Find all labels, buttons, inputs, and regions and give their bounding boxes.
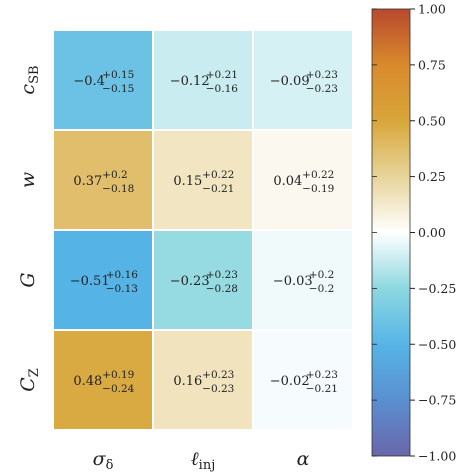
- heatmap-cell: [252, 329, 354, 431]
- column-label: α: [297, 448, 310, 470]
- cell-value: 0.15: [173, 174, 202, 189]
- cell-value: 0.16: [173, 374, 202, 389]
- cell-lower-error: −0.2: [309, 283, 335, 295]
- cell-upper-error: +0.2: [102, 169, 128, 181]
- colorbar-tick-label: 1.00: [418, 2, 446, 17]
- colorbar-tick-label: 0.75: [418, 57, 446, 72]
- cell-lower-error: −0.19: [302, 183, 334, 195]
- cell-value: −0.09: [270, 74, 310, 89]
- colorbar-tick-label: 0.50: [418, 113, 446, 128]
- cell-lower-error: −0.24: [102, 383, 134, 395]
- cell-lower-error: −0.21: [202, 183, 234, 195]
- cell-value: 0.37: [73, 174, 102, 189]
- row-label: w: [17, 172, 39, 188]
- cell-value-label: 0.04 +0.22 −0.19: [273, 169, 334, 195]
- cell-value-label: −0.02+0.23 −0.21: [270, 369, 338, 395]
- cell-value-label: 0.48 +0.19 −0.24: [73, 369, 134, 395]
- cell-value: −0.03: [273, 274, 313, 289]
- cell-value-label: −0.09+0.23 −0.23: [270, 69, 338, 95]
- cell-lower-error: −0.18: [102, 183, 134, 195]
- cell-upper-error: +0.23: [306, 369, 338, 381]
- cell-value-label: −0.03+0.2 −0.2: [273, 269, 335, 295]
- heatmap-cells: [52, 29, 354, 431]
- colorbar: [371, 8, 411, 457]
- cell-value: −0.51: [70, 274, 110, 289]
- heatmap-cell: [252, 129, 354, 231]
- cell-lower-error: −0.23: [306, 83, 338, 95]
- colorbar-tick-label: −1.00: [418, 449, 456, 464]
- cell-upper-error: +0.15: [102, 69, 134, 81]
- heatmap-cell: [252, 29, 354, 131]
- cell-value: −0.02: [270, 374, 310, 389]
- colorbar-tick-label: −0.50: [418, 337, 456, 352]
- colorbar-ticks: 1.00 0.75 0.50 0.25 0.00 −0.25 −0.50 −0.75 −1.00: [372, 2, 456, 464]
- cell-upper-error: +0.16: [106, 269, 138, 281]
- colorbar-tick-label: 0.00: [418, 225, 446, 240]
- cell-value-label: 0.16 +0.23 −0.23: [173, 369, 234, 395]
- cell-upper-error: +0.2: [309, 269, 335, 281]
- heatmap-cell: [152, 29, 254, 131]
- cell-value: 0.48: [73, 374, 102, 389]
- heatmap-cell: [52, 329, 154, 431]
- column-label: σδ: [93, 448, 114, 473]
- heatmap-cell-labels: −0.4+0.15−0.15 −0.12+0.21−0.16 −0.09+0.23−…: [70, 69, 338, 395]
- cell-lower-error: −0.21: [306, 383, 338, 395]
- cell-value-label: −0.23+0.23 −0.28: [170, 269, 238, 295]
- column-label: ℓinj: [191, 448, 215, 473]
- cell-upper-error: +0.23: [202, 369, 234, 381]
- row-label: cSB: [17, 65, 42, 94]
- cell-value-label: −0.12+0.21 −0.16: [170, 69, 238, 95]
- colorbar-tick-label: −0.75: [418, 393, 456, 408]
- row-label: CZ: [17, 368, 42, 392]
- cell-lower-error: −0.28: [206, 283, 238, 295]
- colorbar-tick-label: −0.25: [418, 281, 456, 296]
- colorbar-tick-label: 0.25: [418, 169, 446, 184]
- cell-value: −0.12: [170, 74, 210, 89]
- row-labels: cSB w G CZ: [17, 65, 42, 391]
- cell-lower-error: −0.16: [206, 83, 238, 95]
- cell-value-label: −0.51+0.16 −0.13: [70, 269, 138, 295]
- cell-value-label: −0.4+0.15 −0.15: [73, 69, 134, 95]
- cell-upper-error: +0.21: [206, 69, 238, 81]
- row-label: G: [17, 272, 39, 287]
- cell-lower-error: −0.23: [202, 383, 234, 395]
- cell-upper-error: +0.23: [206, 269, 238, 281]
- cell-value: 0.04: [273, 174, 302, 189]
- cell-upper-error: +0.19: [102, 369, 134, 381]
- cell-lower-error: −0.13: [106, 283, 138, 295]
- cell-value: −0.4: [73, 74, 105, 89]
- cell-lower-error: −0.15: [102, 83, 134, 95]
- cell-upper-error: +0.22: [202, 169, 234, 181]
- cell-value: −0.23: [170, 274, 210, 289]
- cell-value-label: 0.37 +0.2 −0.18: [73, 169, 134, 195]
- cell-upper-error: +0.23: [306, 69, 338, 81]
- heatmap-cell: [152, 229, 254, 331]
- column-labels: σδ ℓinj α: [93, 448, 310, 473]
- heatmap-cell: [52, 29, 154, 131]
- cell-upper-error: +0.22: [302, 169, 334, 181]
- cell-value-label: 0.15 +0.22 −0.21: [173, 169, 234, 195]
